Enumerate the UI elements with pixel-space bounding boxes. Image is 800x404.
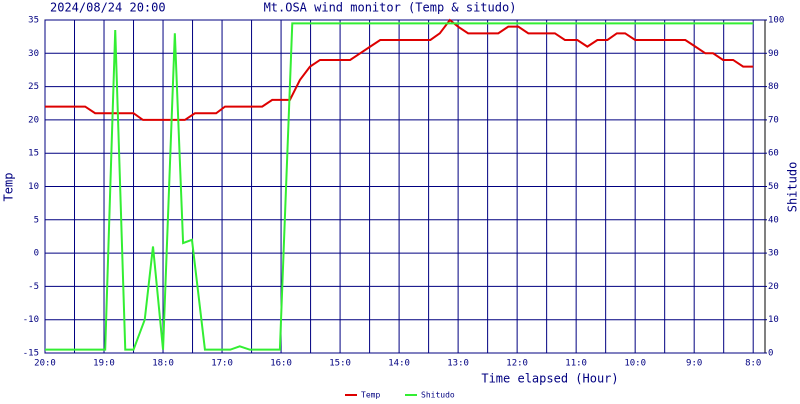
y2-tick-label: 30 — [768, 249, 779, 259]
y2-tick-label: 0 — [768, 349, 773, 359]
x-tick-label: 11:0 — [565, 359, 587, 369]
y-tick-label: 5 — [34, 215, 39, 225]
y-tick-label: -15 — [23, 349, 39, 359]
x-tick-label: 13:0 — [447, 359, 469, 369]
x-tick-label: 19:0 — [93, 359, 115, 369]
y-tick-label: 35 — [28, 16, 39, 26]
y2-axis-label: Shitudo — [786, 162, 800, 213]
x-tick-label: 9:0 — [686, 359, 702, 369]
y2-tick-label: 40 — [768, 215, 779, 225]
x-axis-label: Time elapsed (Hour) — [481, 372, 618, 386]
x-tick-label: 18:0 — [152, 359, 174, 369]
y2-tick-label: 100 — [768, 16, 784, 26]
x-tick-label: 14:0 — [388, 359, 410, 369]
data-line — [45, 18, 754, 121]
legend-label: Shitudo — [421, 391, 455, 400]
x-tick-label: 16:0 — [270, 359, 292, 369]
y-tick-label: 10 — [28, 182, 39, 192]
y-axis-label: Temp — [2, 173, 16, 202]
x-tick-label: 10:0 — [624, 359, 646, 369]
chart-title: Mt.OSA wind monitor (Temp & situdo) — [264, 1, 517, 15]
y2-tick-label: 60 — [768, 149, 779, 159]
chart-subtitle: 2024/08/24 20:00 — [50, 1, 166, 15]
y2-tick-label: 50 — [768, 182, 779, 192]
y2-tick-label: 90 — [768, 49, 779, 59]
x-tick-label: 15:0 — [329, 359, 351, 369]
y2-tick-label: 80 — [768, 82, 779, 92]
x-tick-label: 20:0 — [34, 359, 56, 369]
y-tick-label: -5 — [28, 282, 39, 292]
legend-label: Temp — [361, 391, 380, 400]
data-line — [45, 22, 754, 351]
y-tick-label: 30 — [28, 49, 39, 59]
y-tick-label: 0 — [34, 249, 39, 259]
y-tick-label: 20 — [28, 115, 39, 125]
y2-tick-label: 20 — [768, 282, 779, 292]
y2-tick-label: 70 — [768, 115, 779, 125]
y2-tick-label: 10 — [768, 315, 779, 325]
x-tick-label: 17:0 — [211, 359, 233, 369]
y-tick-label: -10 — [23, 315, 39, 325]
x-tick-label: 8:0 — [745, 359, 761, 369]
y-tick-label: 15 — [28, 149, 39, 159]
y-tick-label: 25 — [28, 82, 39, 92]
x-tick-label: 12:0 — [506, 359, 528, 369]
